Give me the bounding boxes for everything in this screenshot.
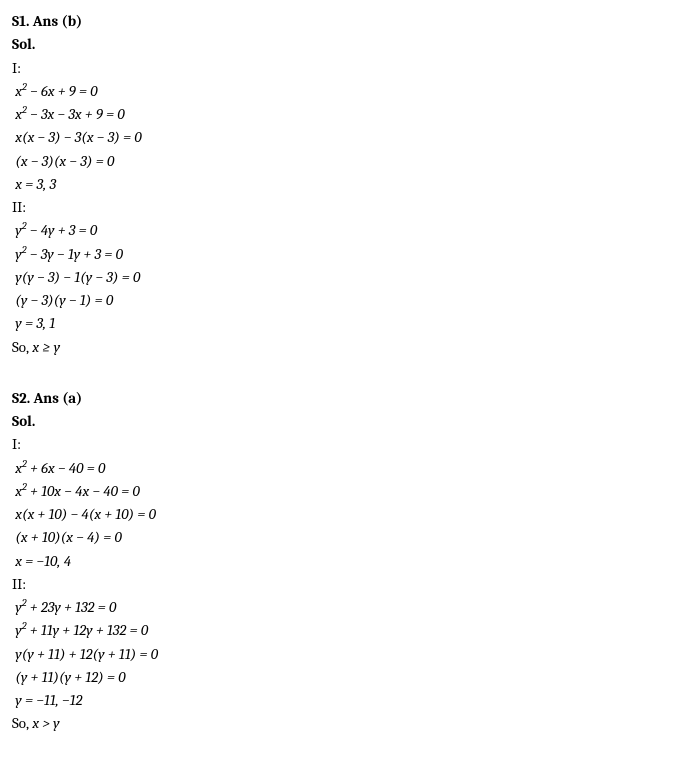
s2-p2-line-0: y2 + 23y + 132 = 0 <box>12 596 670 619</box>
s1-p2-line-4: y = 3, 1 <box>12 312 670 335</box>
s1-title: S1. Ans (b) <box>12 10 670 33</box>
solution-2: S2. Ans (a) Sol. I: x2 + 6x − 40 = 0 x2 … <box>12 387 670 736</box>
s2-sol-label: Sol. <box>12 410 670 433</box>
s1-p1-line-1: x2 − 3x − 3x + 9 = 0 <box>12 103 670 126</box>
s2-p2-line-1: y2 + 11y + 12y + 132 = 0 <box>12 619 670 642</box>
s2-conclusion: So, x > y <box>12 712 670 735</box>
s1-part2-label: II: <box>12 196 670 219</box>
s1-p2-line-1: y2 − 3y − 1y + 3 = 0 <box>12 243 670 266</box>
s1-p2-line-3: (y − 3)(y − 1) = 0 <box>12 289 670 312</box>
s1-part1-label: I: <box>12 57 670 80</box>
s2-p1-line-2: x(x + 10) − 4(x + 10) = 0 <box>12 503 670 526</box>
s1-p2-line-0: y2 − 4y + 3 = 0 <box>12 219 670 242</box>
s2-p2-line-2: y(y + 11) + 12(y + 11) = 0 <box>12 643 670 666</box>
s2-p1-line-3: (x + 10)(x − 4) = 0 <box>12 526 670 549</box>
s1-p2-line-2: y(y − 3) − 1(y − 3) = 0 <box>12 266 670 289</box>
s2-p2-line-4: y = −11, −12 <box>12 689 670 712</box>
s1-p1-line-2: x(x − 3) − 3(x − 3) = 0 <box>12 126 670 149</box>
s1-sol-label: Sol. <box>12 33 670 56</box>
s2-p1-line-0: x2 + 6x − 40 = 0 <box>12 457 670 480</box>
solution-1: S1. Ans (b) Sol. I: x2 − 6x + 9 = 0 x2 −… <box>12 10 670 359</box>
s1-p1-line-0: x2 − 6x + 9 = 0 <box>12 80 670 103</box>
s2-title: S2. Ans (a) <box>12 387 670 410</box>
s2-p1-line-4: x = −10, 4 <box>12 550 670 573</box>
s2-part1-label: I: <box>12 433 670 456</box>
s2-part2-label: II: <box>12 573 670 596</box>
s1-p1-line-4: x = 3, 3 <box>12 173 670 196</box>
s2-p2-line-3: (y + 11)(y + 12) = 0 <box>12 666 670 689</box>
s1-p1-line-3: (x − 3)(x − 3) = 0 <box>12 150 670 173</box>
s2-p1-line-1: x2 + 10x − 4x − 40 = 0 <box>12 480 670 503</box>
s1-conclusion: So, x ≥ y <box>12 336 670 359</box>
